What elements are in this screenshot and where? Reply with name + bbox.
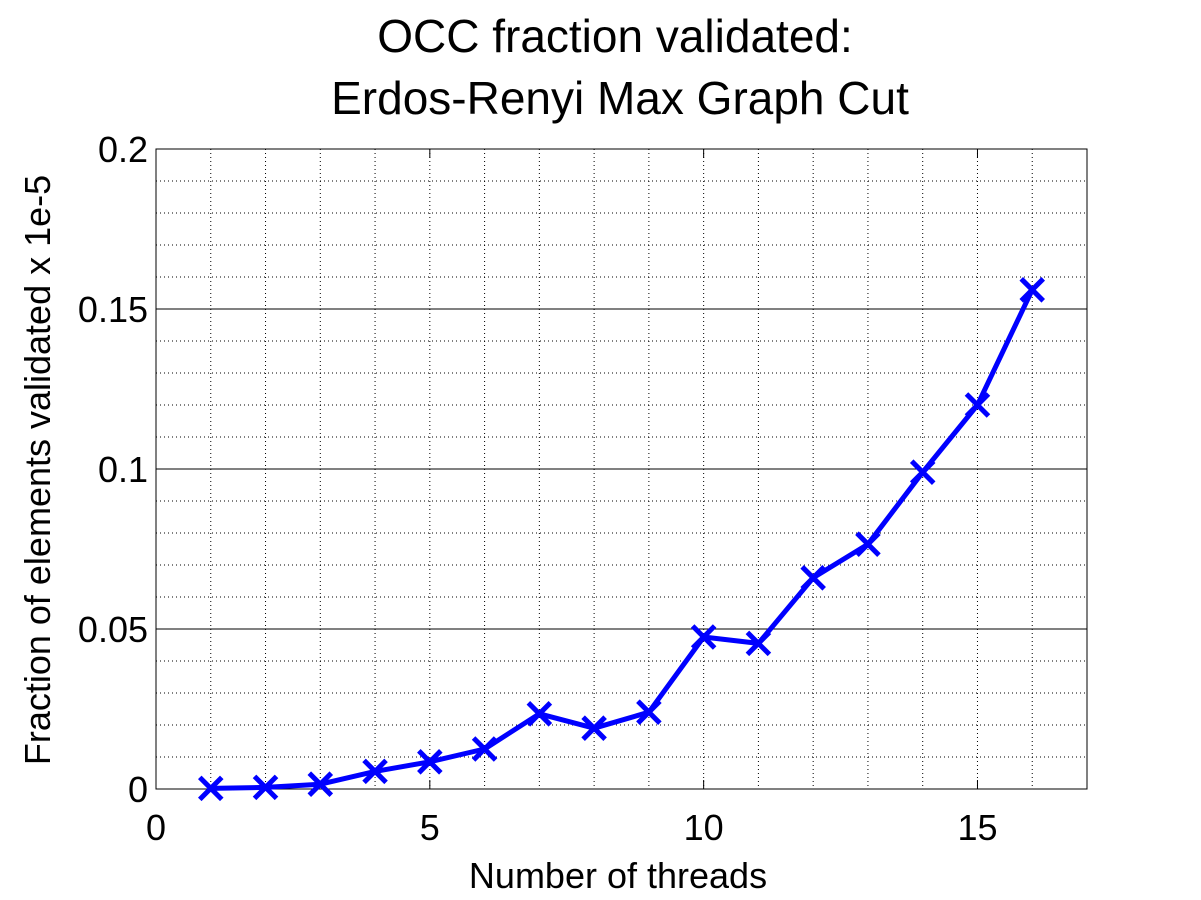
series-group [197,277,1046,802]
y-tick-label: 0.15 [78,289,148,330]
major-grid [156,308,1087,630]
data-point-marker [964,392,991,418]
chart-title-line-2: Erdos-Renyi Max Graph Cut [331,72,909,124]
data-point-marker [471,736,498,762]
x-axis-ticks: 0 5 10 15 [146,149,997,848]
data-point-marker [197,775,224,802]
y-axis-ticks: 0 0.05 0.1 0.15 0.2 [78,129,1087,810]
data-point-marker [362,758,388,785]
y-tick-label: 0 [128,769,148,810]
x-tick-label: 0 [146,807,166,848]
x-tick-label: 10 [684,807,724,848]
data-point-marker [417,749,443,775]
data-point-marker [526,701,553,727]
data-point-marker [636,699,662,725]
chart-title-line-1: OCC fraction validated: [377,10,853,62]
data-point-marker [855,531,881,557]
data-point-marker [1019,277,1046,303]
x-tick-label: 5 [420,807,440,848]
data-point-marker [745,630,772,657]
y-tick-label: 0.2 [98,129,148,170]
y-tick-label: 0.05 [78,609,148,650]
data-point-marker [690,624,717,650]
data-point-marker [909,459,936,485]
series-line [208,287,1035,791]
data-point-marker [307,771,334,797]
data-point-marker [252,774,279,801]
data-point-marker [581,715,607,741]
y-axis-label: Fraction of elements validated x 1e-5 [17,175,58,765]
data-point-marker [800,565,826,591]
x-tick-label: 15 [957,807,997,848]
x-axis-label: Number of threads [469,855,767,896]
y-tick-label: 0.1 [98,449,148,490]
